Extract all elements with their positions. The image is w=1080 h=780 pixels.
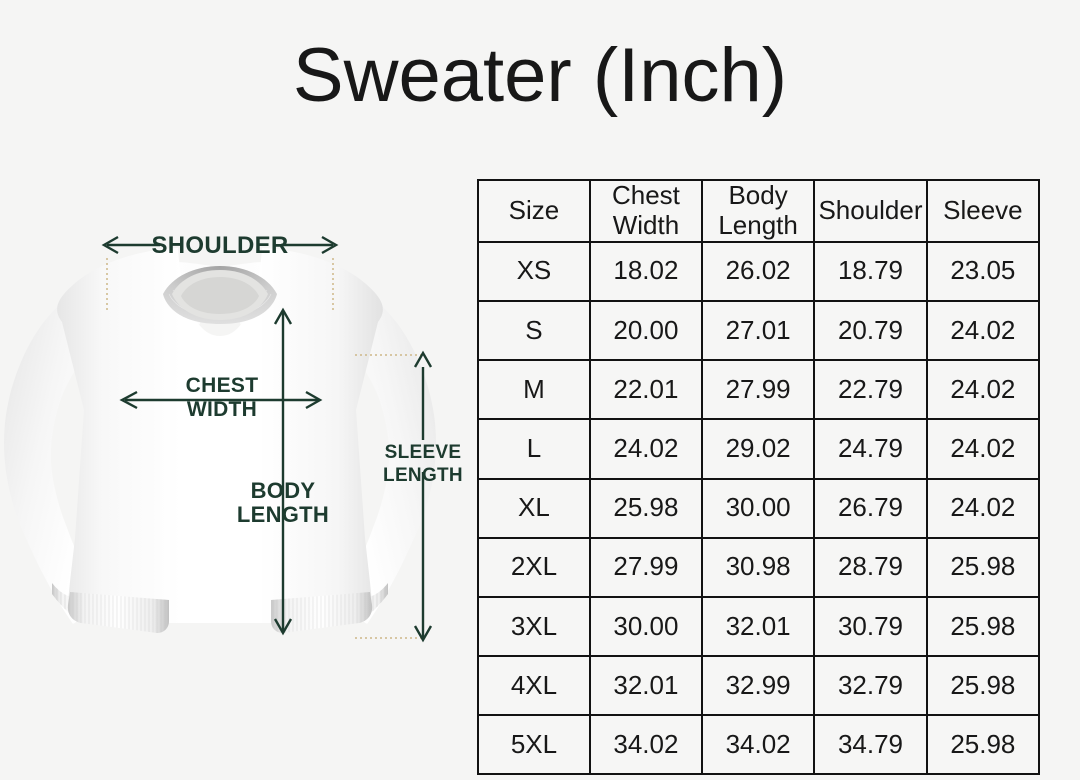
svg-text:CHEST: CHEST bbox=[186, 374, 259, 397]
svg-text:BODY: BODY bbox=[251, 478, 316, 503]
svg-text:SLEEVE: SLEEVE bbox=[385, 442, 462, 463]
svg-text:SHOULDER: SHOULDER bbox=[151, 232, 288, 259]
svg-text:LENGTH: LENGTH bbox=[383, 465, 463, 486]
svg-text:WIDTH: WIDTH bbox=[187, 398, 257, 421]
svg-text:LENGTH: LENGTH bbox=[237, 502, 329, 527]
